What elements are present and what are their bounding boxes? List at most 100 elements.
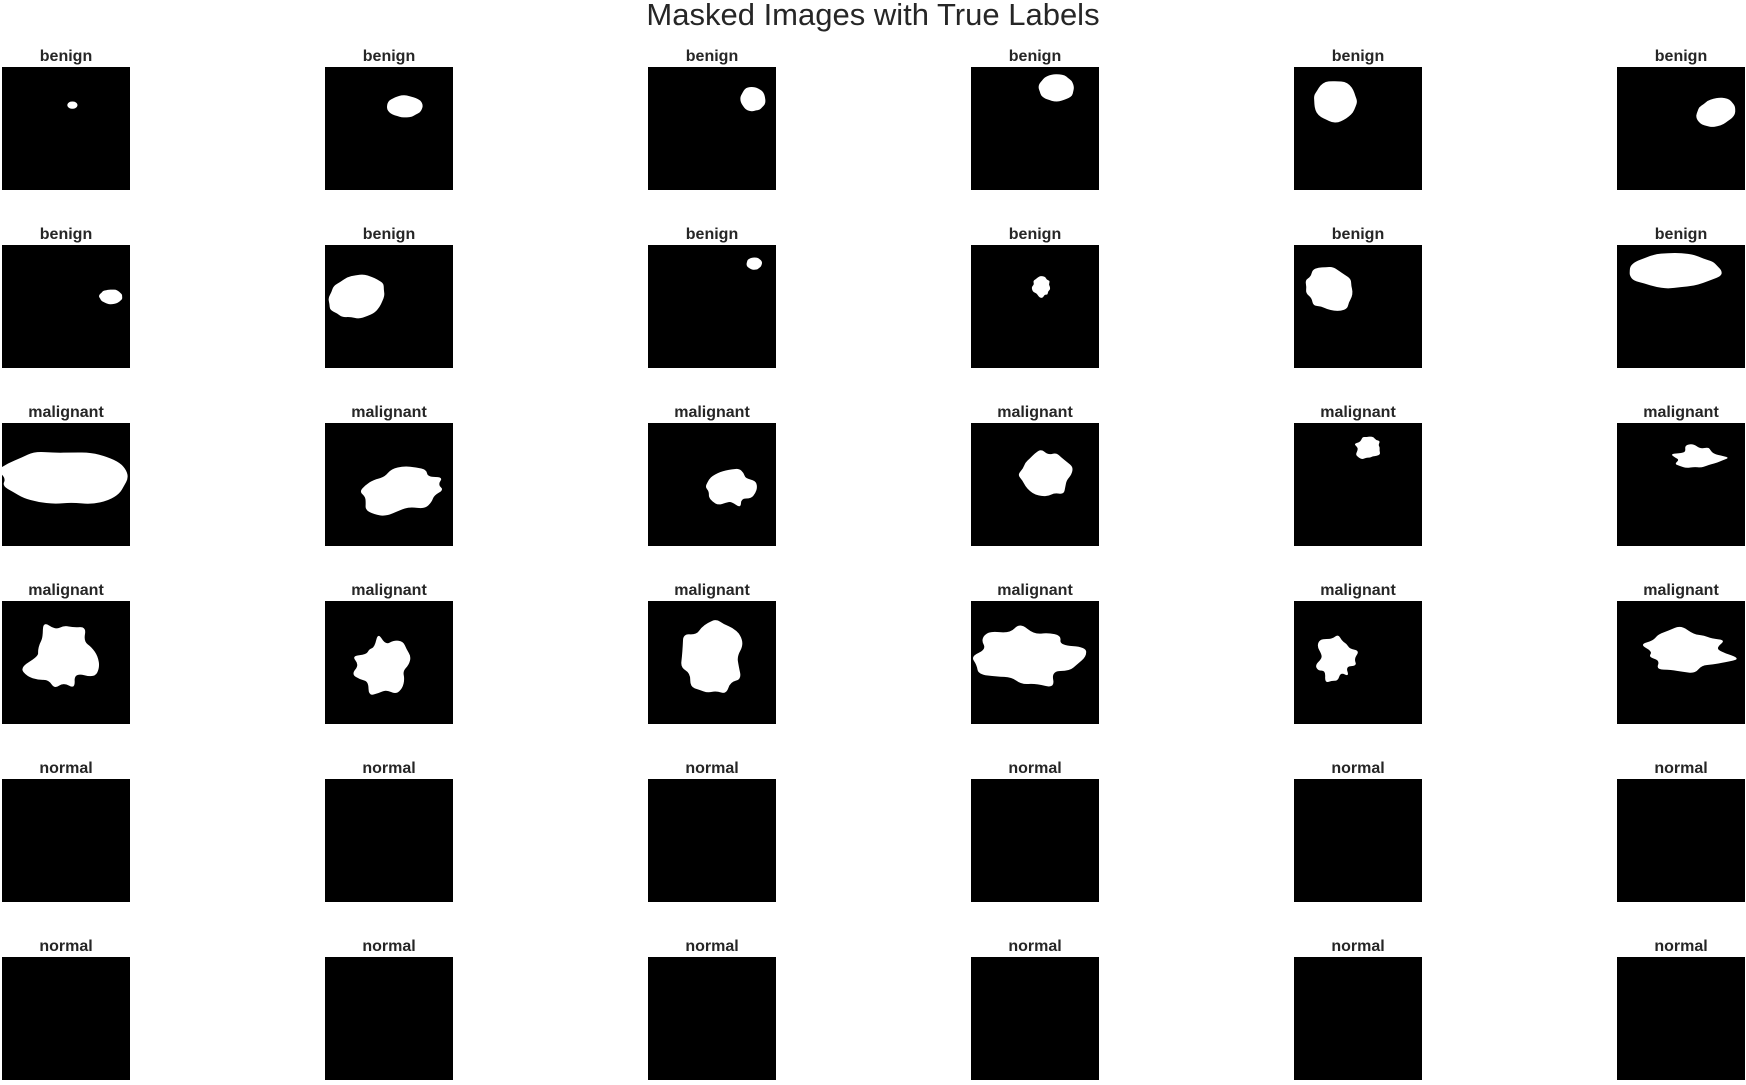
mask-background: [2, 957, 130, 1080]
mask-background: [1617, 67, 1745, 190]
mask-background: [2, 67, 130, 190]
cell-label: benign: [39, 226, 93, 243]
mask-image: [2, 67, 130, 190]
mask-image: [325, 779, 453, 902]
mask-image: [1294, 957, 1422, 1080]
mask-image: [971, 245, 1099, 368]
mask-image: [325, 601, 453, 724]
mask-background: [1294, 957, 1422, 1080]
mask-image: [2, 779, 130, 902]
lesion-mask-region: [705, 468, 757, 507]
lesion-mask-region: [1672, 444, 1728, 468]
mask-image: [1617, 423, 1745, 546]
lesion-mask-region: [67, 101, 78, 109]
cell-label: malignant: [1643, 582, 1719, 599]
mask-background: [2, 779, 130, 902]
lesion-mask-region: [1031, 276, 1051, 298]
cell-label: normal: [685, 938, 739, 955]
cell-label: normal: [1331, 760, 1385, 777]
mask-image: [971, 779, 1099, 902]
mask-image: [325, 957, 453, 1080]
lesion-mask-region: [328, 274, 385, 319]
mask-image: [971, 67, 1099, 190]
cell-label: malignant: [997, 582, 1073, 599]
mask-image: [1617, 957, 1745, 1080]
mask-background: [325, 779, 453, 902]
mask-background: [1617, 957, 1745, 1080]
lesion-mask-region: [353, 635, 411, 695]
mask-image: [1294, 601, 1422, 724]
cell-label: normal: [1008, 760, 1062, 777]
mask-background: [971, 245, 1099, 368]
lesion-mask-region: [1305, 266, 1353, 311]
mask-background: [1617, 779, 1745, 902]
mask-image: [971, 601, 1099, 724]
lesion-mask-region: [681, 620, 743, 693]
cell-label: malignant: [1320, 404, 1396, 421]
mask-background: [971, 779, 1099, 902]
mask-background: [1294, 779, 1422, 902]
mask-background: [325, 957, 453, 1080]
cell-label: benign: [1331, 48, 1385, 65]
lesion-mask-region: [2, 452, 128, 504]
lesion-mask-region: [740, 87, 766, 112]
mask-image: [648, 423, 776, 546]
cell-label: benign: [1008, 48, 1062, 65]
mask-image: [1617, 245, 1745, 368]
mask-background: [648, 779, 776, 902]
cell-label: normal: [362, 938, 416, 955]
mask-background: [971, 67, 1099, 190]
lesion-mask-region: [98, 289, 123, 305]
mask-image: [2, 245, 130, 368]
mask-background: [1294, 601, 1422, 724]
mask-image: [1617, 779, 1745, 902]
mask-image: [2, 601, 130, 724]
mask-background: [648, 957, 776, 1080]
mask-image: [325, 67, 453, 190]
mask-image: [1294, 779, 1422, 902]
lesion-mask-region: [1629, 252, 1722, 289]
mask-image: [1617, 67, 1745, 190]
mask-image: [1294, 245, 1422, 368]
cell-label: normal: [39, 938, 93, 955]
cell-label: malignant: [997, 404, 1073, 421]
lesion-mask-region: [1696, 97, 1736, 127]
cell-label: malignant: [351, 404, 427, 421]
lesion-mask-region: [22, 624, 100, 688]
cell-label: malignant: [28, 582, 104, 599]
mask-image: [971, 423, 1099, 546]
cell-label: malignant: [674, 582, 750, 599]
mask-image: [971, 957, 1099, 1080]
cell-label: normal: [1654, 760, 1708, 777]
cell-label: benign: [362, 226, 416, 243]
cell-label: malignant: [674, 404, 750, 421]
cell-label: normal: [1008, 938, 1062, 955]
cell-label: benign: [1008, 226, 1062, 243]
lesion-mask-region: [1354, 436, 1380, 459]
mask-image: [648, 957, 776, 1080]
mask-image: [648, 779, 776, 902]
lesion-mask-region: [1018, 450, 1073, 497]
mask-background: [648, 67, 776, 190]
mask-image: [648, 601, 776, 724]
mask-image: [648, 245, 776, 368]
cell-label: normal: [1331, 938, 1385, 955]
lesion-mask-region: [387, 95, 423, 118]
cell-label: normal: [362, 760, 416, 777]
lesion-mask-region: [1316, 635, 1358, 683]
mask-image: [2, 423, 130, 546]
mask-background: [325, 67, 453, 190]
mask-image: [325, 423, 453, 546]
mask-image: [648, 67, 776, 190]
mask-image: [2, 957, 130, 1080]
mask-background: [1294, 423, 1422, 546]
cell-label: benign: [685, 226, 739, 243]
mask-image: [1294, 67, 1422, 190]
cell-label: malignant: [1320, 582, 1396, 599]
mask-image: [1617, 601, 1745, 724]
lesion-mask-region: [746, 257, 763, 270]
cell-label: normal: [685, 760, 739, 777]
mask-background: [1294, 245, 1422, 368]
lesion-mask-region: [1314, 81, 1357, 123]
mask-background: [1617, 423, 1745, 546]
